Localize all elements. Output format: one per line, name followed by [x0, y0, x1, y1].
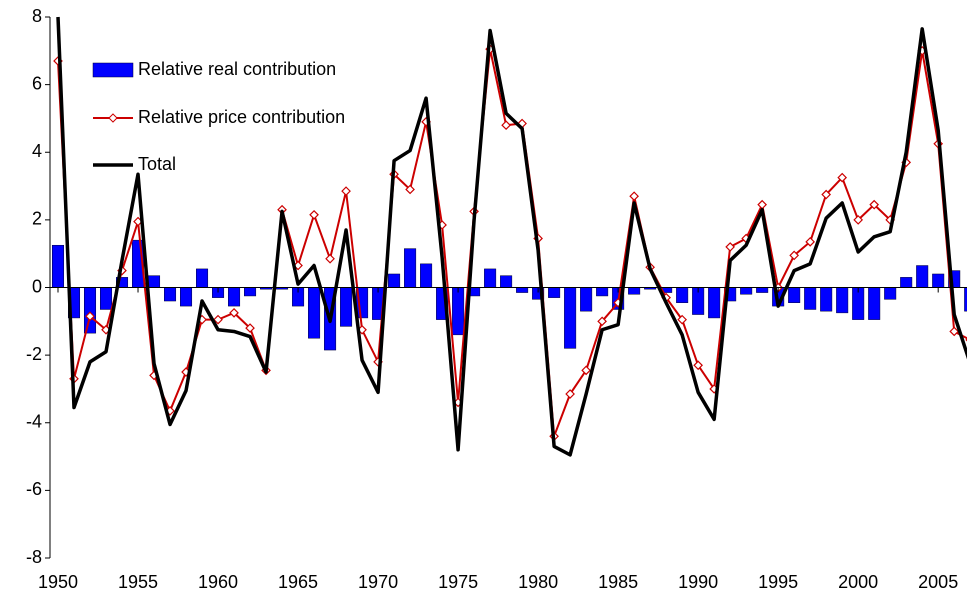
marker [581, 365, 591, 376]
marker [869, 199, 880, 210]
bar [388, 273, 401, 288]
x-tick-label: 1980 [518, 572, 558, 592]
bar [596, 287, 609, 297]
plot-area [51, 16, 967, 457]
bar [100, 287, 113, 310]
x-tick-label: 1950 [38, 572, 78, 592]
bar [196, 268, 209, 288]
bar [788, 287, 801, 303]
bar [564, 287, 577, 349]
bar [580, 287, 593, 312]
bar [244, 287, 257, 297]
marker [725, 242, 735, 252]
bar [628, 287, 641, 295]
y-tick-label: 2 [32, 209, 42, 229]
bar [148, 275, 161, 288]
bar [756, 287, 769, 293]
y-tick-label: 8 [32, 6, 42, 26]
x-tick-label: 2005 [918, 572, 958, 592]
marker [245, 323, 255, 333]
bar [308, 287, 321, 339]
y-tick-label: 0 [32, 276, 42, 296]
x-tick-label: 1955 [118, 572, 158, 592]
marker [309, 209, 319, 220]
bar [708, 287, 721, 319]
y-tick-label: -4 [26, 412, 42, 432]
y-tick-label: 6 [32, 73, 42, 93]
bar [340, 287, 353, 327]
marker [341, 186, 351, 196]
bar [51, 244, 65, 288]
x-tick-label: 1995 [758, 572, 798, 592]
legend-label: Relative price contribution [138, 107, 345, 127]
y-tick-label: -6 [26, 479, 42, 499]
bar [740, 287, 753, 295]
x-tick-label: 1970 [358, 572, 398, 592]
bar [884, 287, 897, 300]
legend-marker [108, 113, 118, 123]
x-tick-label: 1990 [678, 572, 718, 592]
marker [597, 316, 607, 327]
marker [85, 311, 95, 322]
marker [213, 314, 223, 325]
bar [900, 277, 913, 288]
y-tick-label: -2 [26, 344, 42, 364]
marker [853, 215, 864, 225]
marker [789, 250, 800, 261]
x-tick-label: 1960 [198, 572, 238, 592]
marker [837, 172, 848, 183]
marker [229, 308, 239, 318]
x-tick-label: 1985 [598, 572, 638, 592]
marker [405, 184, 415, 195]
y-tick-label: -8 [26, 547, 42, 567]
bar [916, 265, 929, 288]
total-line [56, 16, 967, 457]
marker [325, 253, 335, 264]
marker [693, 360, 703, 371]
bar [548, 287, 561, 298]
marker [949, 326, 960, 337]
x-tick-label: 1965 [278, 572, 318, 592]
x-tick-label: 2000 [838, 572, 878, 592]
y-tick-label: 4 [32, 141, 42, 161]
bar [83, 287, 97, 334]
bar [404, 248, 417, 288]
bar [932, 273, 945, 288]
price-line [57, 48, 967, 437]
bar [836, 287, 849, 314]
bar [964, 287, 967, 312]
x-tick-label: 1975 [438, 572, 478, 592]
bar [820, 287, 833, 312]
bar [516, 287, 529, 293]
bar [868, 287, 881, 320]
bar [420, 263, 433, 288]
bar [180, 287, 193, 307]
legend-swatch [92, 62, 134, 78]
marker [757, 199, 768, 210]
bar [164, 287, 177, 302]
marker [501, 120, 511, 131]
bar [228, 287, 241, 307]
bar [452, 287, 465, 336]
marker [565, 389, 575, 399]
legend-label: Relative real contribution [138, 59, 336, 79]
bar [484, 268, 497, 288]
marker [677, 314, 687, 325]
marker [629, 191, 639, 202]
marker [821, 189, 832, 200]
marker [805, 237, 816, 247]
bar [804, 287, 817, 310]
bar [676, 287, 689, 303]
legend-label: Total [138, 154, 176, 174]
bar [500, 275, 513, 288]
